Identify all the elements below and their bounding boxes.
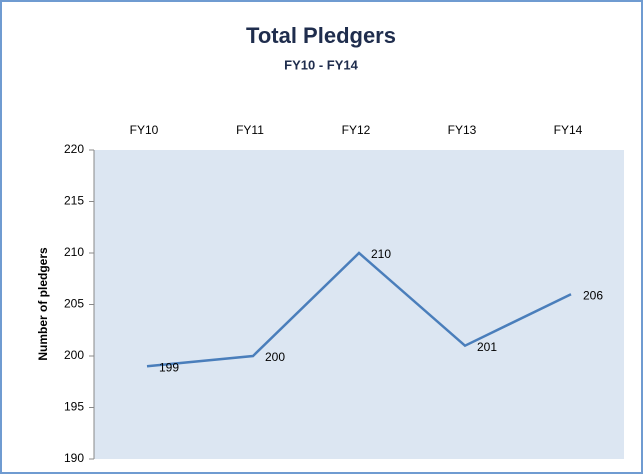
y-tick-label: 220: [64, 142, 84, 156]
data-label: 210: [371, 247, 391, 261]
chart-title: Total Pledgers: [246, 23, 396, 48]
data-label: 201: [477, 340, 497, 354]
x-tick-label: FY14: [554, 123, 583, 137]
data-label: 200: [265, 350, 285, 364]
series-line: [146, 251, 572, 368]
x-tick-label: FY13: [448, 123, 477, 137]
x-tick-label: FY12: [342, 123, 371, 137]
plot-area: [94, 150, 624, 459]
y-axis-label: Number of pledgers: [36, 247, 50, 361]
y-tick-label: 190: [64, 451, 84, 465]
y-tick-label: 200: [64, 348, 84, 362]
y-tick-label: 215: [64, 194, 84, 208]
chart-subtitle: FY10 - FY14: [284, 57, 358, 72]
x-tick-label: FY10: [130, 123, 159, 137]
data-label: 199: [159, 360, 179, 374]
y-tick-label: 195: [64, 400, 84, 414]
x-tick-label: FY11: [236, 123, 264, 137]
y-tick-label: 205: [64, 297, 84, 311]
y-tick-label: 210: [64, 245, 84, 259]
data-label: 206: [583, 288, 603, 302]
